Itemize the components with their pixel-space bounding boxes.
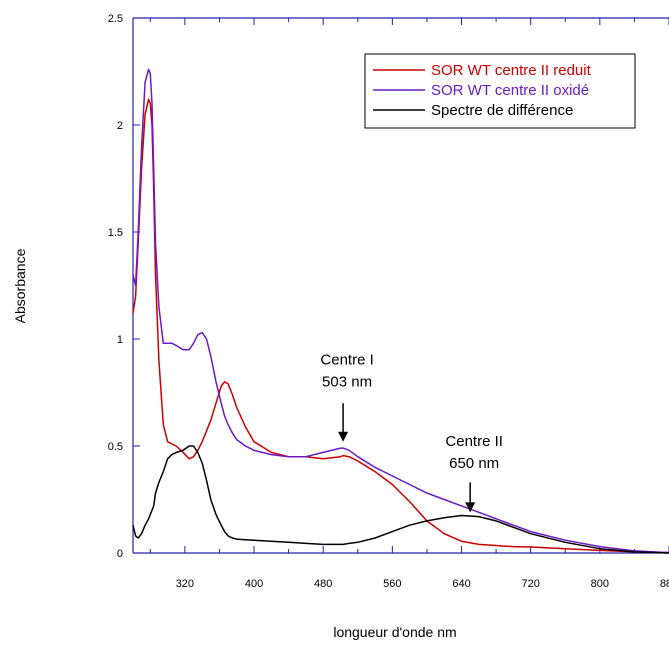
legend: SOR WT centre II reduit SOR WT centre II … — [364, 53, 636, 129]
x-tick-label: 720 — [521, 578, 539, 590]
x-tick-label: 320 — [176, 578, 194, 590]
ticks: 0 0.5 1 1.5 2 2.5 320 400 480 560 640 720 800 880 — [108, 13, 669, 590]
series-line — [132, 98, 669, 554]
annotation-arrowhead — [465, 502, 476, 513]
series-line — [132, 445, 669, 554]
x-tick-label: 800 — [591, 578, 609, 590]
y-axis-title: Absorbance — [12, 248, 28, 323]
legend-label: SOR WT centre II reduit — [431, 62, 592, 79]
x-tick-label: 640 — [452, 578, 470, 590]
x-tick-label: 560 — [383, 578, 401, 590]
annotation-label: Centre II — [445, 433, 503, 450]
legend-box — [364, 53, 636, 129]
x-tick-label: 400 — [245, 578, 263, 590]
axes — [132, 17, 669, 554]
legend-label: Spectre de différence — [431, 102, 573, 119]
x-tick-label: 480 — [314, 578, 332, 590]
annotations: Centre I 503 nm Centre II 650 nm — [320, 352, 503, 513]
annotation-label: 503 nm — [322, 374, 372, 391]
y-tick-label: 0.5 — [108, 441, 123, 453]
annotation-label: Centre I — [320, 352, 373, 369]
y-tick-label: 2.5 — [108, 13, 123, 25]
y-tick-label: 1.5 — [108, 227, 123, 239]
x-tick-label: 880 — [660, 578, 669, 590]
series-line — [132, 68, 669, 554]
y-tick-label: 2 — [117, 120, 123, 132]
y-tick-label: 0 — [117, 548, 123, 560]
annotation-arrowhead — [338, 431, 349, 442]
annotation-label: 650 nm — [449, 455, 499, 472]
legend-label: SOR WT centre II oxidé — [431, 82, 589, 99]
y-tick-label: 1 — [117, 334, 123, 346]
x-axis-title: longueur d'onde nm — [333, 624, 456, 640]
series-group — [132, 68, 669, 554]
